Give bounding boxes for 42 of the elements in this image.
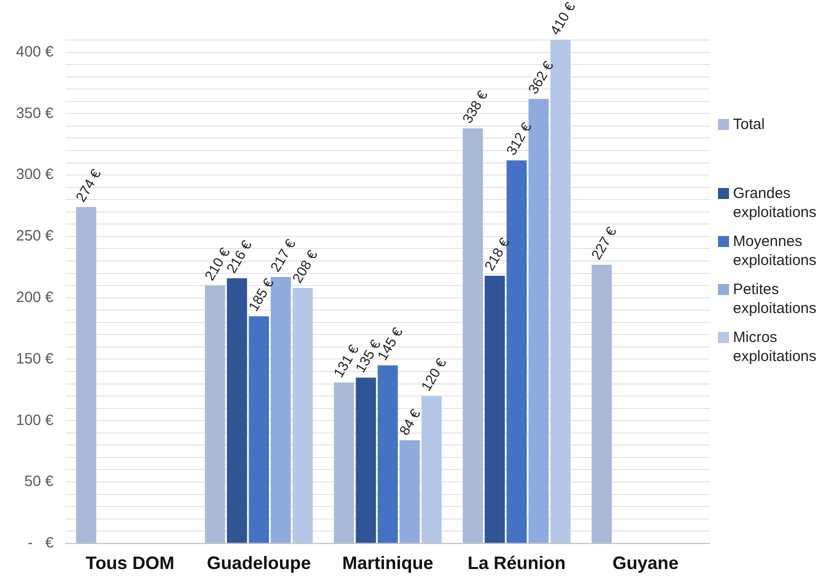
bar xyxy=(226,278,248,543)
data-label: 120 € xyxy=(418,355,450,394)
bar xyxy=(400,440,420,543)
bar xyxy=(462,128,483,543)
x-tick-label: Guyane xyxy=(612,553,679,574)
y-tick-label: 300 € xyxy=(16,166,54,184)
y-tick-label: 50 € xyxy=(24,473,54,490)
x-tick-label: Guadeloupe xyxy=(206,553,311,574)
y-tick-label: - € xyxy=(28,534,54,552)
legend-label: Grandes exploitations xyxy=(733,184,818,222)
data-label: 274 € xyxy=(72,166,104,204)
y-tick-label: 400 € xyxy=(16,43,54,60)
y-tick-label: 350 € xyxy=(16,104,54,122)
y-tick-label: 250 € xyxy=(16,228,54,245)
bar xyxy=(422,396,442,543)
data-label: 208 € xyxy=(288,247,321,286)
y-tick-label: 200 € xyxy=(16,288,54,306)
legend-label: Moyennes exploitations xyxy=(733,232,818,270)
bar xyxy=(592,264,612,543)
data-label: 185 € xyxy=(245,275,277,314)
data-label: 410 € xyxy=(546,0,578,38)
bar xyxy=(76,206,96,543)
y-tick-label: 100 € xyxy=(16,412,54,429)
data-label: 218 € xyxy=(480,234,513,274)
x-tick-label: Martinique xyxy=(342,553,434,574)
y-tick-label: 150 € xyxy=(16,350,54,368)
bar xyxy=(378,365,398,543)
data-label: 362 € xyxy=(524,58,556,96)
legend-label: Total xyxy=(733,115,765,134)
data-label: 312 € xyxy=(502,119,535,158)
data-label: 338 € xyxy=(458,87,491,126)
bar xyxy=(248,316,269,543)
x-tick-label: La Réunion xyxy=(468,553,566,574)
bar xyxy=(292,288,313,543)
bar xyxy=(334,382,354,543)
x-tick-label: Tous DOM xyxy=(86,553,174,574)
bar xyxy=(484,276,505,543)
bar xyxy=(204,286,226,543)
legend-label: Petites exploitations xyxy=(733,280,818,318)
data-label: 84 € xyxy=(396,406,424,438)
bar xyxy=(356,378,376,543)
legend-label: Micros exploitations xyxy=(733,328,818,366)
